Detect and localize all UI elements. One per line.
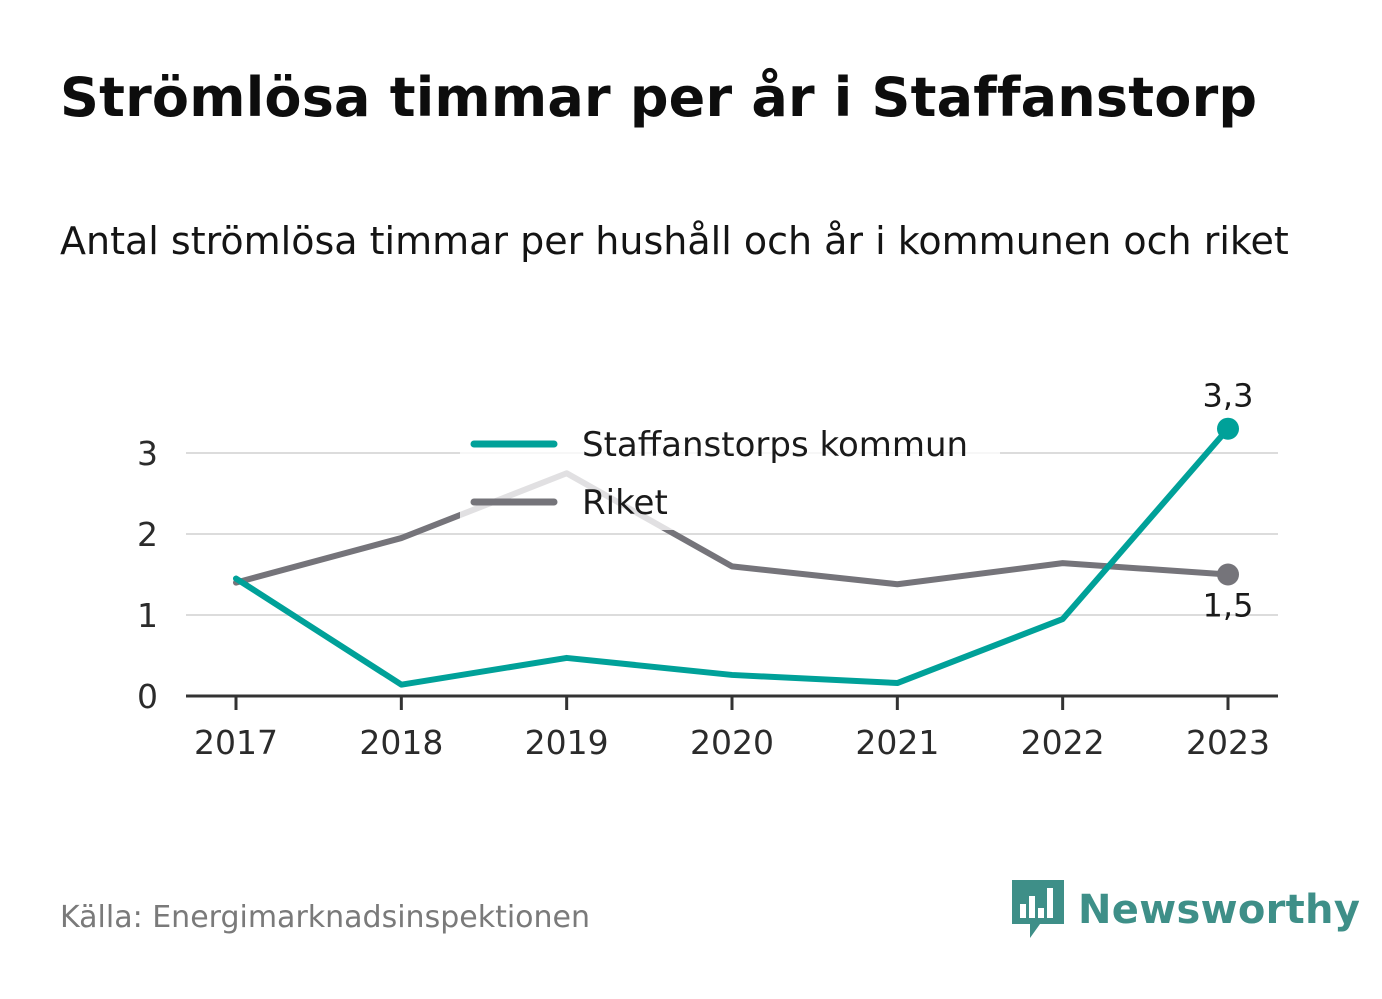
y-tick-label: 2 [137,515,158,554]
data-point [1217,563,1239,586]
chart-subtitle: Antal strömlösa timmar per hushåll och å… [60,219,1289,263]
legend: Staffanstorps kommun Riket [460,420,1000,530]
x-tick-label: 2021 [855,723,939,762]
y-tick-label: 3 [137,434,158,473]
source-note: Källa: Energimarknadsinspektionen [60,900,591,935]
brand-name: Newsworthy [1078,887,1361,933]
bar-chart-logo-icon [1012,880,1064,938]
series-lines [233,417,1239,688]
legend-label: Riket [582,483,668,523]
y-axis-tick-labels: 0 1 2 3 [137,434,158,716]
x-tick-label: 2023 [1186,723,1270,762]
y-tick-label: 1 [137,596,158,635]
end-label-riket: 1,5 [1203,587,1254,625]
end-value-labels: 3,3 1,5 [1203,377,1254,625]
data-point [1217,417,1239,440]
legend-background [460,420,1000,530]
x-axis [186,694,1278,710]
brand-logo: Newsworthy [1012,880,1360,940]
x-tick-label: 2020 [690,723,774,762]
x-tick-label: 2018 [359,723,443,762]
x-tick-label: 2017 [194,723,278,762]
y-tick-label: 0 [137,677,158,716]
end-label-staffanstorp: 3,3 [1203,377,1254,415]
x-tick-label: 2022 [1021,723,1105,762]
legend-label: Staffanstorps kommun [582,425,968,465]
x-tick-label: 2019 [525,723,609,762]
chart-title: Strömlösa timmar per år i Staffanstorp [60,66,1258,129]
x-axis-tick-labels: 2017 2018 2019 2020 2021 2022 2023 [194,723,1270,762]
